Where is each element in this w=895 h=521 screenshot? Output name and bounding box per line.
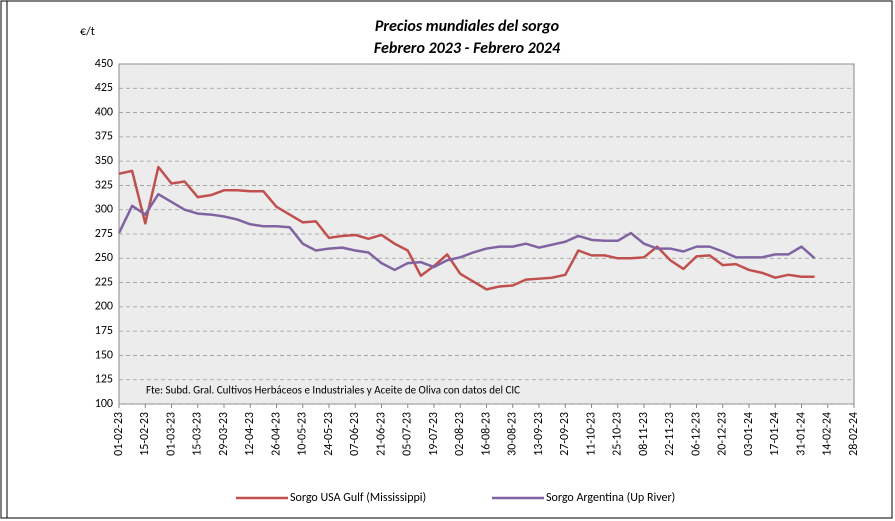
y-tick-label: 200 — [95, 300, 113, 314]
x-tick-label: 29-03-23 — [217, 412, 231, 456]
x-tick-label: 08-11-23 — [637, 412, 651, 456]
chart-subtitle: Febrero 2023 - Febrero 2024 — [374, 39, 561, 58]
y-tick-label: 325 — [95, 178, 113, 192]
y-tick-label: 225 — [95, 275, 113, 289]
x-tick-label: 02-08-23 — [453, 412, 467, 456]
x-tick-label: 17-01-24 — [768, 412, 782, 456]
y-axis-label: €/t — [80, 25, 95, 39]
x-tick-label: 01-03-23 — [164, 412, 178, 456]
x-tick-label: 07-06-23 — [348, 412, 362, 456]
series-line — [118, 165, 815, 291]
x-tick-label: 22-11-23 — [663, 412, 677, 456]
x-tick-label: 12-04-23 — [243, 412, 257, 456]
x-tick-label: 13-09-23 — [532, 412, 546, 456]
legend-label: Sorgo Argentina (Up River) — [546, 491, 675, 505]
y-tick-label: 450 — [95, 57, 113, 71]
x-tick-label: 20-12-23 — [716, 412, 730, 456]
x-tick-label: 10-05-23 — [296, 412, 310, 456]
legend-label: Sorgo USA Gulf (Mississippi) — [290, 491, 426, 505]
x-tick-label: 15-03-23 — [191, 412, 205, 456]
series-line — [117, 192, 816, 272]
y-tick-label: 350 — [95, 154, 113, 168]
x-tick-label: 21-06-23 — [374, 412, 388, 456]
y-tick-label: 175 — [95, 324, 113, 338]
x-tick-label: 14-02-24 — [821, 412, 835, 456]
x-tick-label: 06-12-23 — [689, 412, 703, 456]
x-tick-label: 25-10-23 — [611, 412, 625, 456]
y-tick-label: 275 — [95, 227, 113, 241]
x-tick-label: 30-08-23 — [506, 412, 520, 456]
source-note: Fte: Subd. Gral. Cultivos Herbáceos e In… — [146, 384, 520, 397]
y-tick-label: 150 — [95, 348, 113, 362]
x-tick-label: 01-02-23 — [112, 412, 126, 456]
x-tick-label: 19-07-23 — [427, 412, 441, 456]
x-tick-label: 27-09-23 — [558, 412, 572, 456]
chart-title: Precios mundiales del sorgo — [375, 17, 560, 36]
y-tick-label: 100 — [95, 397, 113, 411]
x-tick-label: 24-05-23 — [322, 412, 336, 456]
x-tick-label: 11-10-23 — [584, 412, 598, 456]
y-tick-label: 425 — [95, 81, 113, 95]
x-tick-label: 03-01-24 — [742, 412, 756, 456]
x-tick-label: 28-02-24 — [847, 412, 861, 456]
y-tick-label: 125 — [95, 373, 113, 387]
x-tick-label: 16-08-23 — [479, 412, 493, 456]
y-tick-label: 400 — [95, 105, 113, 119]
x-tick-label: 15-02-23 — [138, 412, 152, 456]
y-tick-label: 375 — [95, 130, 113, 144]
x-tick-label: 05-07-23 — [401, 412, 415, 456]
y-tick-label: 250 — [95, 251, 113, 265]
x-tick-label: 31-01-24 — [794, 412, 808, 456]
x-tick-label: 26-04-23 — [269, 412, 283, 456]
y-tick-label: 300 — [95, 203, 113, 217]
